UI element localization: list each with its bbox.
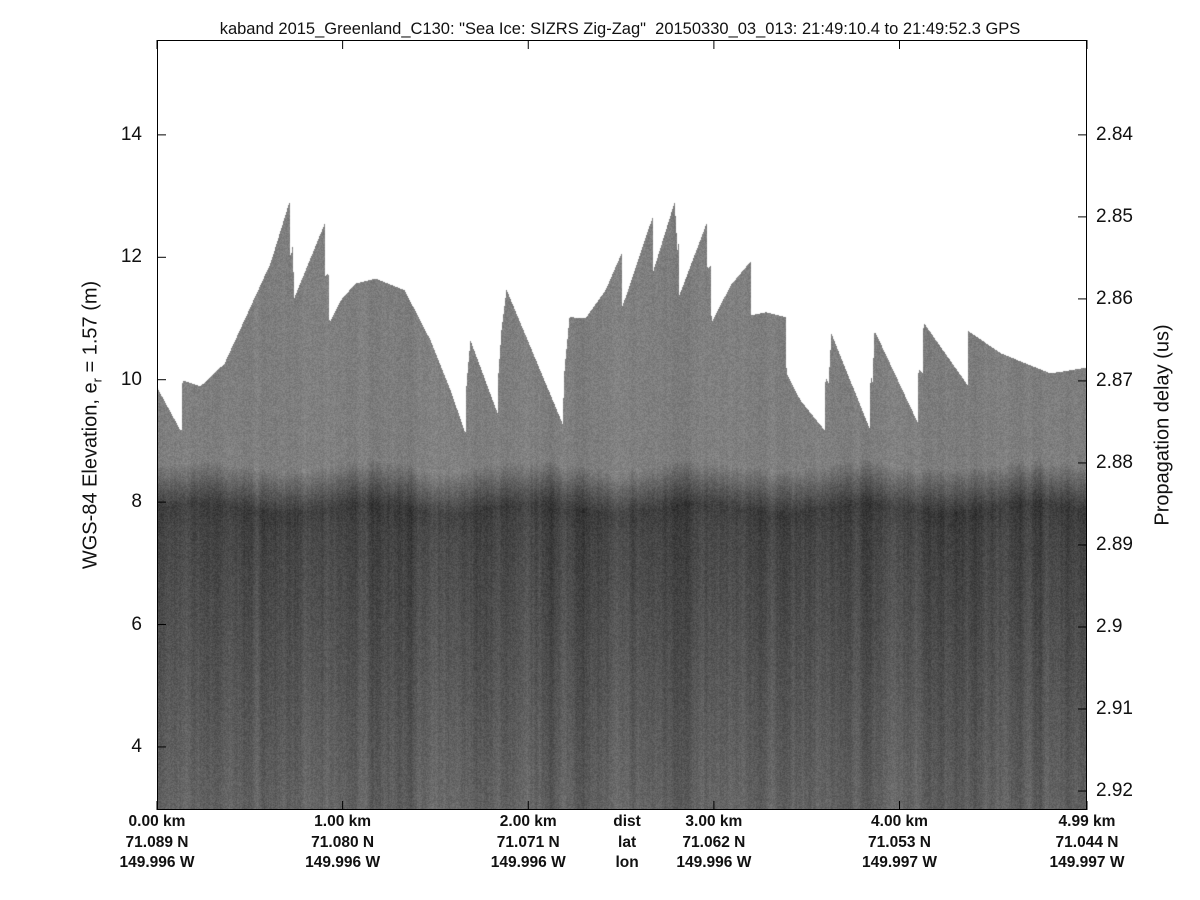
x-tick-label-group: 1.00 km 71.080 N 149.996 W xyxy=(305,812,380,874)
x-tick-label-group: 0.00 km 71.089 N 149.996 W xyxy=(120,812,195,874)
y2-tick-label: 2.9 xyxy=(1096,615,1123,637)
x-tick-label-group: 2.00 km 71.071 N 149.996 W xyxy=(491,812,566,874)
x-tick-label-dist: 4.99 km xyxy=(1058,813,1116,830)
row-label-lon: lon xyxy=(615,854,639,871)
x-tick-label-dist: 4.00 km xyxy=(871,813,928,830)
radar-echogram-image xyxy=(157,40,1087,810)
y2-tick-label: 2.89 xyxy=(1096,533,1133,555)
x-tick-label-lat: 71.044 N xyxy=(1055,833,1119,851)
y-tick-label: 14 xyxy=(120,123,142,145)
y2-tick-label: 2.91 xyxy=(1096,698,1133,719)
y-tick-label: 12 xyxy=(120,246,142,268)
y-label-subscript: r xyxy=(89,378,105,383)
x-tick-label-lat: 71.062 N xyxy=(682,833,746,851)
x-tick-label-dist: 3.00 km xyxy=(685,813,743,830)
x-tick-label-lat: 71.080 N xyxy=(311,833,375,851)
y-label-main: WGS-84 Elevation, e xyxy=(79,382,102,570)
plot-area xyxy=(156,40,1088,810)
x-tick-label-lat: 71.089 N xyxy=(125,833,189,851)
y-label-rest: = 1.57 (m) xyxy=(79,280,102,379)
x-tick-label-lat: 71.071 N xyxy=(496,833,560,851)
row-label-dist: dist xyxy=(613,813,641,830)
x-tick-label-dist: 2.00 km xyxy=(499,813,557,830)
y2-axis-label: Propagation delay (us) xyxy=(1151,324,1174,526)
x-tick-label-lon: 149.997 W xyxy=(1049,854,1125,871)
x-tick-label-group: 4.00 km 71.053 N 149.997 W xyxy=(862,812,937,874)
row-label-lat: lat xyxy=(618,833,637,851)
y-tick-label: 6 xyxy=(131,613,142,635)
axes xyxy=(156,40,1088,810)
x-tick-label-group: 4.99 km 71.044 N 149.997 W xyxy=(1050,812,1125,874)
chart-title: kaband 2015_Greenland_C130: "Sea Ice: SI… xyxy=(219,20,1021,38)
x-tick-label-dist: 0.00 km xyxy=(128,813,186,830)
y2-tick-label: 2.86 xyxy=(1096,287,1133,309)
x-tick-label-lon: 149.996 W xyxy=(676,854,752,871)
x-tick-label-lon: 149.996 W xyxy=(305,854,381,871)
x-tick-label-lon: 149.996 W xyxy=(490,854,566,871)
y-tick-label: 8 xyxy=(131,491,142,513)
x-tick-label-dist: 1.00 km xyxy=(314,813,372,830)
y-tick-label: 4 xyxy=(131,735,142,757)
x-tick-label-group: 3.00 km 71.062 N 149.996 W xyxy=(676,812,751,874)
y2-tick-label: 2.85 xyxy=(1096,205,1133,227)
y2-tick-label: 2.87 xyxy=(1096,369,1133,391)
x-tick-label-lon: 149.997 W xyxy=(862,854,937,871)
y2-tick-label: 2.92 xyxy=(1096,780,1133,802)
y2-tick-label: 2.88 xyxy=(1096,451,1133,473)
x-tick-label-lon: 149.996 W xyxy=(119,854,195,871)
y-axis-label: WGS-84 Elevation, er = 1.57 (m) xyxy=(80,281,105,569)
x-tick-label-lat: 71.053 N xyxy=(868,833,931,851)
y-tick-label: 10 xyxy=(120,368,142,390)
axes-box xyxy=(157,40,1087,810)
row-labels: dist lat lon xyxy=(613,812,641,874)
y2-tick-label: 2.84 xyxy=(1096,123,1133,145)
